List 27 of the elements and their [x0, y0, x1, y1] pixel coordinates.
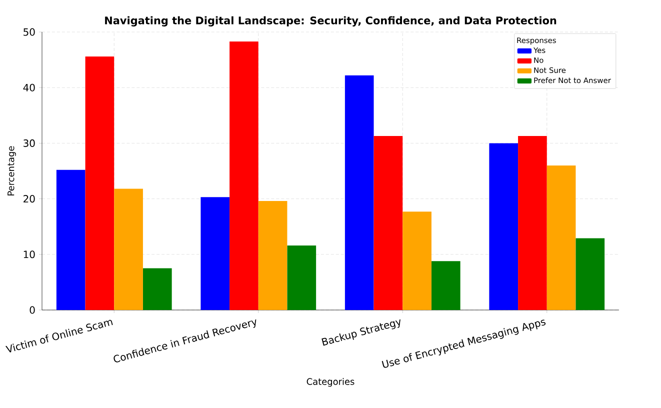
- bar: [576, 238, 605, 310]
- y-axis-title: Percentage: [8, 146, 16, 196]
- bar: [56, 170, 86, 310]
- bar: [374, 136, 403, 310]
- bar: [200, 197, 230, 310]
- bar: [518, 136, 547, 310]
- bar: [546, 165, 576, 310]
- y-tick-label: 10: [24, 250, 35, 258]
- y-tick-label: 50: [24, 28, 35, 36]
- bar: [344, 75, 374, 310]
- bar: [489, 143, 518, 310]
- x-tick-label: Victim of Online Scam: [5, 320, 113, 352]
- bar: [258, 201, 288, 310]
- y-tick-label: 30: [24, 139, 35, 147]
- y-tick-label: 0: [30, 306, 35, 314]
- bar: [230, 41, 258, 310]
- bar: [85, 56, 114, 310]
- bar: [142, 268, 172, 310]
- chart-title: Navigating the Digital Landscape: Security, Confidence, and Data Protection: [105, 16, 556, 26]
- bar: [114, 188, 143, 310]
- x-axis-title: Categories: [306, 378, 354, 387]
- bar: [431, 261, 460, 310]
- x-tick-label: Backup Strategy: [322, 319, 400, 346]
- y-tick-label: 20: [24, 195, 35, 203]
- bar: [287, 246, 316, 310]
- bar: [402, 212, 432, 310]
- y-tick-label: 40: [23, 84, 35, 92]
